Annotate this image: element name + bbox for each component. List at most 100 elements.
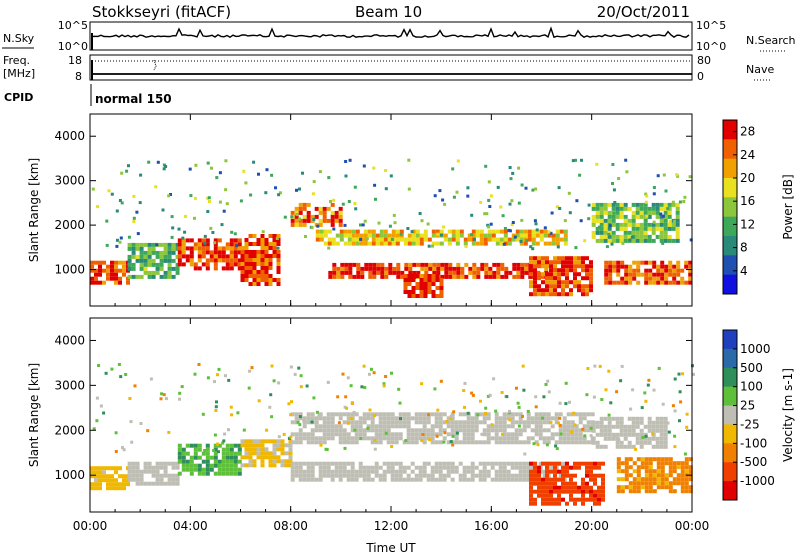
- power-cell: [555, 233, 560, 238]
- power-cell: [524, 262, 529, 267]
- velocity-cell: [518, 428, 523, 433]
- power-cell: [237, 246, 242, 251]
- velocity-cell: [450, 428, 455, 433]
- power-cell: [163, 270, 168, 275]
- power-cell: [563, 233, 568, 238]
- velocity-cell: [386, 469, 391, 474]
- velocity-cell: [680, 477, 685, 482]
- velocity-cell: [264, 439, 269, 444]
- velocity-cell: [290, 477, 295, 482]
- velocity-cell: [248, 443, 253, 448]
- power-cell: [260, 270, 265, 274]
- velocity-cell: [628, 481, 633, 486]
- velocity-panel: 00:00 04:00 08:00 12:00 16:00 20:00 00:0010002…: [27, 317, 795, 533]
- velocity-cell: [406, 424, 411, 429]
- power-cell: [448, 270, 453, 275]
- power-scatter-point: [420, 219, 424, 223]
- velocity-cell: [595, 420, 600, 425]
- power-cell: [676, 264, 681, 269]
- power-cell: [529, 292, 533, 297]
- velocity-colorbar-frame: [722, 329, 738, 501]
- velocity-cell: [494, 416, 499, 421]
- power-cell: [431, 278, 436, 282]
- power-scatter-point: [455, 190, 459, 194]
- velocity-cell: [566, 424, 571, 429]
- power-cell: [589, 260, 593, 265]
- power-scatter-point: [624, 158, 628, 162]
- velocity-cell: [502, 473, 507, 478]
- power-cell: [352, 262, 357, 267]
- velocity-cell: [318, 412, 323, 417]
- power-cell: [411, 294, 416, 298]
- velocity-cell: [582, 428, 587, 433]
- power-cell: [577, 284, 581, 289]
- velocity-cell: [193, 447, 198, 452]
- velocity-cell: [486, 440, 491, 445]
- velocity-cell: [688, 477, 693, 482]
- power-cell: [240, 266, 245, 270]
- velocity-cell: [450, 477, 455, 482]
- power-cell: [647, 226, 652, 231]
- velocity-cell: [244, 447, 249, 452]
- power-cell: [516, 262, 521, 267]
- velocity-cell: [627, 424, 632, 429]
- power-scatter-point: [661, 241, 665, 245]
- power-cell: [595, 226, 600, 231]
- velocity-cell: [284, 463, 289, 468]
- velocity-cell: [434, 424, 439, 429]
- velocity-cell: [294, 465, 299, 470]
- velocity-cell: [533, 481, 537, 486]
- velocity-cell: [272, 443, 277, 448]
- power-cell: [549, 260, 553, 265]
- velocity-cell: [159, 477, 164, 482]
- power-cell: [529, 260, 533, 265]
- velocity-cell: [526, 416, 531, 421]
- velocity-cell: [578, 420, 583, 425]
- velocity-cell: [330, 436, 335, 441]
- velocity-cell: [577, 465, 581, 470]
- velocity-scatter-point: [297, 366, 301, 370]
- velocity-cell: [342, 432, 347, 437]
- velocity-colorbar-segment: [723, 481, 737, 501]
- power-cell: [167, 258, 172, 263]
- velocity-cell: [619, 444, 624, 449]
- velocity-colorbar-segment: [723, 386, 737, 407]
- power-cell: [628, 268, 633, 273]
- power-cell: [209, 250, 214, 255]
- power-scatter-point: [625, 170, 629, 174]
- velocity-cell: [561, 481, 565, 486]
- date-label: 20/Oct/2011: [597, 3, 690, 21]
- velocity-cell: [538, 424, 543, 429]
- power-cell: [516, 266, 521, 271]
- power-cell: [327, 229, 332, 234]
- power-cell: [551, 237, 556, 242]
- velocity-cell: [378, 465, 383, 470]
- velocity-cell: [155, 477, 160, 482]
- power-cell: [252, 278, 257, 282]
- velocity-scatter-point: [130, 440, 134, 444]
- power-cell: [122, 272, 126, 277]
- velocity-cell: [494, 420, 499, 425]
- power-cell: [531, 241, 536, 246]
- power-cell: [244, 246, 249, 250]
- power-scatter-point: [678, 200, 682, 204]
- power-cell: [98, 272, 102, 277]
- velocity-cell: [163, 469, 168, 474]
- velocity-cell: [370, 436, 375, 441]
- power-cell: [504, 274, 509, 279]
- velocity-cell: [326, 469, 331, 474]
- power-cell: [663, 218, 668, 223]
- velocity-cell: [390, 416, 395, 421]
- power-scatter-point: [520, 218, 524, 222]
- power-cell: [372, 262, 377, 267]
- velocity-cell: [102, 470, 106, 475]
- velocity-cell: [155, 469, 160, 474]
- x-axis-title: Time UT: [365, 541, 416, 554]
- power-colorbar-segment: [723, 197, 737, 218]
- power-cell: [306, 202, 311, 207]
- power-cell: [680, 268, 685, 273]
- power-cell: [272, 254, 277, 258]
- power-cell: [375, 237, 380, 242]
- power-cell: [652, 264, 657, 269]
- power-cell: [663, 238, 668, 243]
